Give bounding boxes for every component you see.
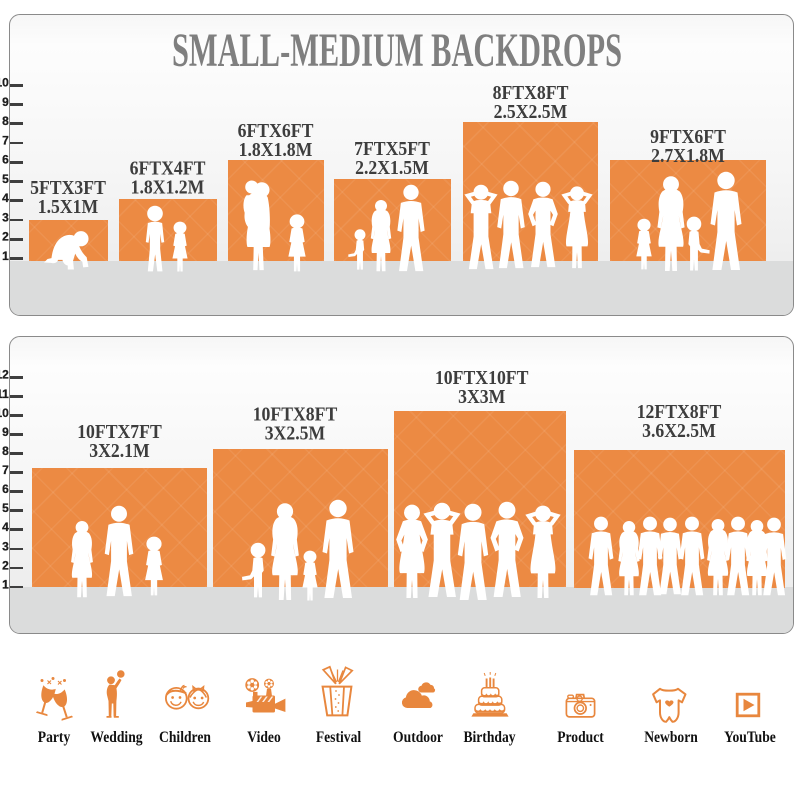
svg-text:10: 10 xyxy=(0,406,9,420)
svg-text:11: 11 xyxy=(0,387,9,401)
svg-text:12: 12 xyxy=(0,368,9,382)
svg-text:YouTube: YouTube xyxy=(724,729,776,746)
svg-text:Video: Video xyxy=(247,729,281,746)
svg-text:Wedding: Wedding xyxy=(90,729,142,746)
svg-text:Outdoor: Outdoor xyxy=(393,729,443,746)
svg-text:Birthday: Birthday xyxy=(463,729,515,746)
svg-text:Children: Children xyxy=(159,729,211,746)
svg-text:Party: Party xyxy=(38,729,71,746)
svg-text:10: 10 xyxy=(0,76,9,90)
svg-text:Newborn: Newborn xyxy=(644,729,698,746)
svg-text:Festival: Festival xyxy=(316,729,362,746)
svg-text:Product: Product xyxy=(557,729,604,746)
